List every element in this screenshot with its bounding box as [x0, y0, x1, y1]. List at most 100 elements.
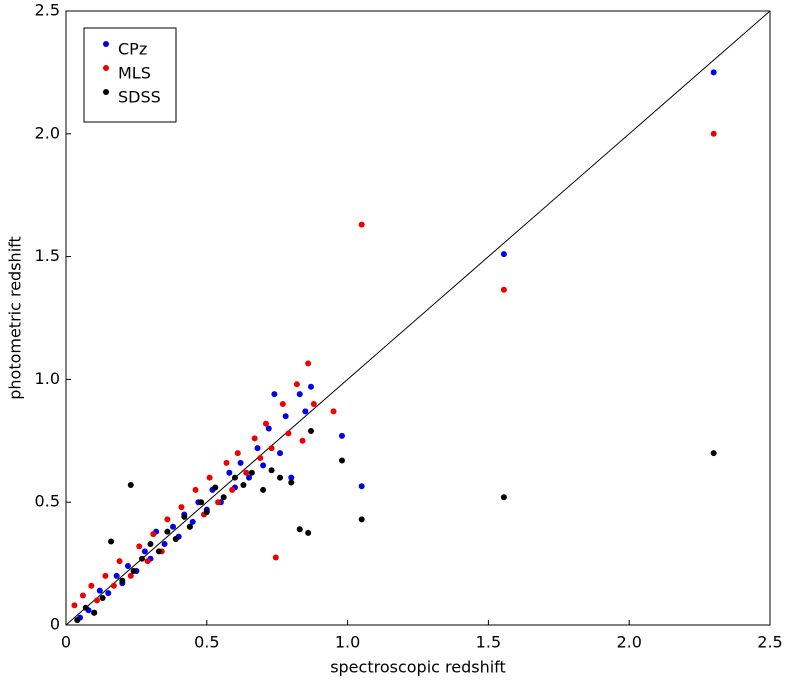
- point: [139, 555, 146, 562]
- point: [251, 435, 258, 442]
- point: [79, 592, 86, 599]
- point: [164, 516, 171, 523]
- point: [91, 609, 98, 616]
- point: [147, 540, 154, 547]
- point: [282, 413, 289, 420]
- point: [212, 484, 219, 491]
- point: [710, 69, 717, 76]
- point: [108, 538, 115, 545]
- point: [338, 457, 345, 464]
- legend-marker: [103, 89, 109, 95]
- point: [500, 494, 507, 501]
- x-tick-label: 1.0: [335, 633, 360, 652]
- point: [296, 526, 303, 533]
- x-tick-label: 2.5: [757, 633, 782, 652]
- x-tick-label: 1.5: [476, 633, 501, 652]
- point: [127, 482, 134, 489]
- x-tick-label: 0.5: [194, 633, 219, 652]
- point: [254, 445, 261, 452]
- legend-label: MLS: [118, 64, 151, 83]
- point: [181, 513, 188, 520]
- legend-box: [83, 27, 177, 123]
- point: [305, 529, 312, 536]
- point: [285, 430, 292, 437]
- point: [268, 467, 275, 474]
- point: [229, 486, 236, 493]
- x-tick-label: 0: [61, 633, 71, 652]
- point: [265, 425, 272, 432]
- point: [220, 494, 227, 501]
- identity-line: [65, 10, 771, 626]
- point: [338, 432, 345, 439]
- point: [302, 408, 309, 415]
- point: [71, 602, 78, 609]
- point: [93, 597, 100, 604]
- point: [243, 469, 250, 476]
- point: [296, 391, 303, 398]
- y-tick-label: 1.5: [35, 246, 60, 265]
- point: [231, 474, 238, 481]
- point: [310, 400, 317, 407]
- point: [223, 459, 230, 466]
- point: [260, 462, 267, 469]
- point: [74, 617, 81, 624]
- point: [170, 523, 177, 530]
- point: [279, 400, 286, 407]
- legend-label: CPz: [118, 40, 147, 59]
- point: [500, 251, 507, 258]
- point: [277, 450, 284, 457]
- point: [710, 450, 717, 457]
- plot-frame: [65, 10, 771, 626]
- point: [150, 531, 157, 538]
- point: [215, 499, 222, 506]
- point: [206, 474, 213, 481]
- point: [307, 383, 314, 390]
- point: [246, 474, 253, 481]
- point: [358, 483, 365, 490]
- y-tick-label: 1.0: [35, 369, 60, 388]
- point: [268, 445, 275, 452]
- point: [127, 572, 134, 579]
- legend-marker: [103, 41, 109, 47]
- point: [116, 558, 123, 565]
- point: [237, 459, 244, 466]
- point: [257, 454, 264, 461]
- point: [124, 563, 131, 570]
- point: [262, 420, 269, 427]
- point: [710, 130, 717, 137]
- point: [164, 528, 171, 535]
- point: [260, 486, 267, 493]
- point: [186, 523, 193, 530]
- legend-label: SDSS: [118, 88, 161, 107]
- point: [293, 381, 300, 388]
- point: [271, 391, 278, 398]
- point: [119, 577, 126, 584]
- point: [102, 572, 109, 579]
- y-tick-label: 0: [50, 615, 60, 634]
- y-tick-label: 0.5: [35, 492, 60, 511]
- point: [358, 221, 365, 228]
- y-tick-label: 2.5: [35, 1, 60, 20]
- point: [226, 469, 233, 476]
- x-tick-label: 2.0: [616, 633, 641, 652]
- point: [136, 543, 143, 550]
- point: [277, 474, 284, 481]
- point: [130, 567, 137, 574]
- point: [178, 504, 185, 511]
- point: [82, 604, 89, 611]
- point: [96, 587, 103, 594]
- point: [110, 582, 117, 589]
- point: [272, 554, 279, 561]
- point: [99, 594, 106, 601]
- point: [305, 360, 312, 367]
- point: [330, 408, 337, 415]
- point: [155, 548, 162, 555]
- point: [172, 536, 179, 543]
- point: [192, 486, 199, 493]
- point: [189, 518, 196, 525]
- point: [240, 482, 247, 489]
- x-axis-label: spectroscopic redshift: [330, 658, 506, 677]
- point: [113, 572, 120, 579]
- legend-marker: [103, 65, 109, 71]
- point: [161, 540, 168, 547]
